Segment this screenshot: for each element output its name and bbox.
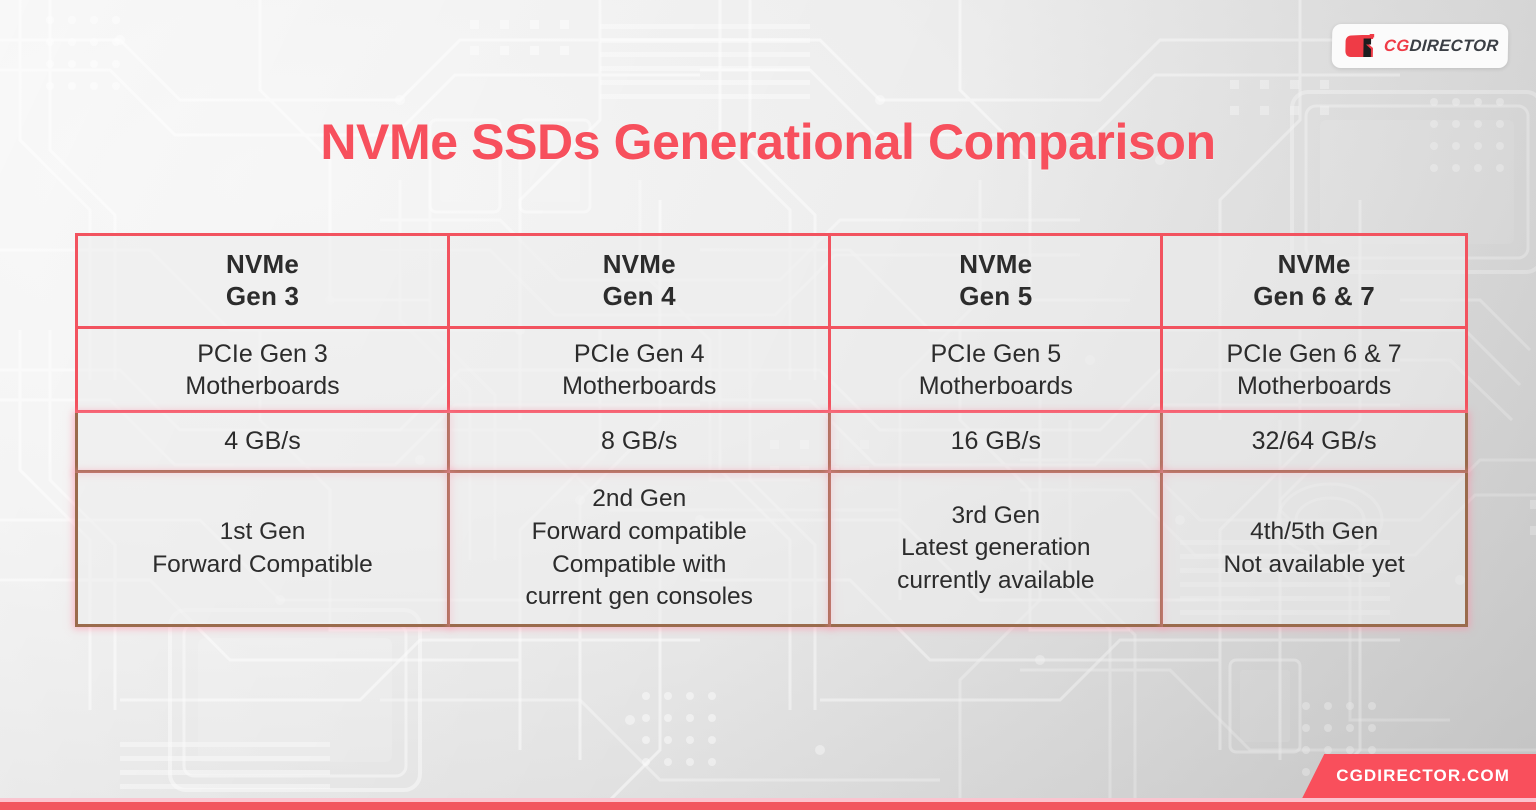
notes-gen5-line2: Latest generation — [901, 534, 1091, 562]
motherboard-gen4-line2: Motherboards — [562, 371, 717, 400]
header-gen5-line1: NVMe — [959, 249, 1033, 280]
cgdirector-g-mark-icon — [1345, 33, 1375, 59]
motherboard-gen3-line1: PCIe Gen 3 — [197, 339, 328, 368]
header-gen67-line1: NVMe — [1277, 249, 1351, 280]
logo-text-cg: CG — [1383, 36, 1411, 55]
notes-gen4-line2: Forward compatible — [531, 517, 747, 545]
header-gen3-line2: Gen 3 — [225, 281, 300, 311]
notes-cell-gen4: 2nd Gen Forward compatible Compatible wi… — [450, 473, 832, 627]
notes-cell-gen5: 3rd Gen Latest generation currently avai… — [831, 473, 1164, 627]
logo-text-director: DIRECTOR — [1408, 36, 1500, 55]
table-row-speed: 4 GB/s 8 GB/s 16 GB/s 32/64 GB/s — [75, 413, 1468, 473]
notes-gen4-line1: 2nd Gen — [592, 485, 687, 513]
notes-gen4-line3: Compatible with — [552, 550, 727, 578]
header-cell-gen4: NVMe Gen 4 — [450, 233, 832, 329]
cgdirector-logo[interactable]: CGDIRECTOR — [1331, 24, 1509, 68]
notes-cell-gen67: 4th/5th Gen Not available yet — [1163, 473, 1468, 627]
motherboard-gen4-line1: PCIe Gen 4 — [573, 339, 705, 368]
header-gen5-line2: Gen 5 — [959, 281, 1033, 311]
motherboard-cell-gen4: PCIe Gen 4 Motherboards — [450, 329, 832, 413]
bottom-accent-stripe — [0, 798, 1536, 810]
comparison-table-container: NVMe Gen 3 NVMe Gen 4 NVMe Gen 5 NVMe Ge… — [75, 233, 1468, 627]
notes-gen67-line2: Not available yet — [1223, 550, 1405, 578]
motherboard-gen5-line1: PCIe Gen 5 — [930, 339, 1062, 368]
header-gen3-line1: NVMe — [225, 249, 300, 280]
notes-cell-gen3: 1st Gen Forward Compatible — [75, 473, 451, 627]
motherboard-cell-gen67: PCIe Gen 6 & 7 Motherboards — [1163, 329, 1468, 413]
table-row-motherboards: PCIe Gen 3 Motherboards PCIe Gen 4 Mothe… — [75, 329, 1468, 413]
motherboard-cell-gen5: PCIe Gen 5 Motherboards — [831, 329, 1164, 413]
speed-cell-gen67: 32/64 GB/s — [1163, 413, 1468, 473]
notes-gen3-line1: 1st Gen — [219, 517, 306, 545]
motherboard-cell-gen3: PCIe Gen 3 Motherboards — [75, 329, 451, 413]
table-row-header: NVMe Gen 3 NVMe Gen 4 NVMe Gen 5 NVMe Ge… — [75, 233, 1468, 329]
nvme-comparison-table: NVMe Gen 3 NVMe Gen 4 NVMe Gen 5 NVMe Ge… — [75, 233, 1468, 627]
table-row-notes: 1st Gen Forward Compatible 2nd Gen Forwa… — [75, 473, 1468, 627]
notes-gen5-line3: currently available — [897, 566, 1095, 594]
watermark-badge: CGDIRECTOR.COM — [1302, 754, 1536, 798]
notes-gen4-line4: current gen consoles — [525, 583, 753, 611]
header-cell-gen3: NVMe Gen 3 — [75, 233, 451, 329]
notes-gen3-line2: Forward Compatible — [152, 550, 373, 578]
header-gen67-line2: Gen 6 & 7 — [1253, 281, 1375, 311]
motherboard-gen67-line1: PCIe Gen 6 & 7 — [1226, 339, 1402, 368]
header-gen4-line1: NVMe — [602, 249, 676, 280]
speed-cell-gen3: 4 GB/s — [75, 413, 451, 473]
page-title: NVMe SSDs Generational Comparison — [320, 114, 1216, 170]
motherboard-gen3-line2: Motherboards — [185, 371, 340, 400]
notes-gen5-line1: 3rd Gen — [951, 501, 1041, 529]
watermark-text: CGDIRECTOR.COM — [1336, 766, 1510, 785]
header-cell-gen5: NVMe Gen 5 — [831, 233, 1164, 329]
cgdirector-wordmark: CGDIRECTOR — [1383, 37, 1499, 56]
speed-cell-gen5: 16 GB/s — [831, 413, 1164, 473]
header-gen4-line2: Gen 4 — [602, 281, 676, 311]
notes-gen67-line1: 4th/5th Gen — [1250, 517, 1379, 545]
header-cell-gen67: NVMe Gen 6 & 7 — [1163, 233, 1468, 329]
motherboard-gen5-line2: Motherboards — [918, 371, 1073, 400]
motherboard-gen67-line2: Motherboards — [1236, 371, 1392, 400]
speed-cell-gen4: 8 GB/s — [450, 413, 832, 473]
